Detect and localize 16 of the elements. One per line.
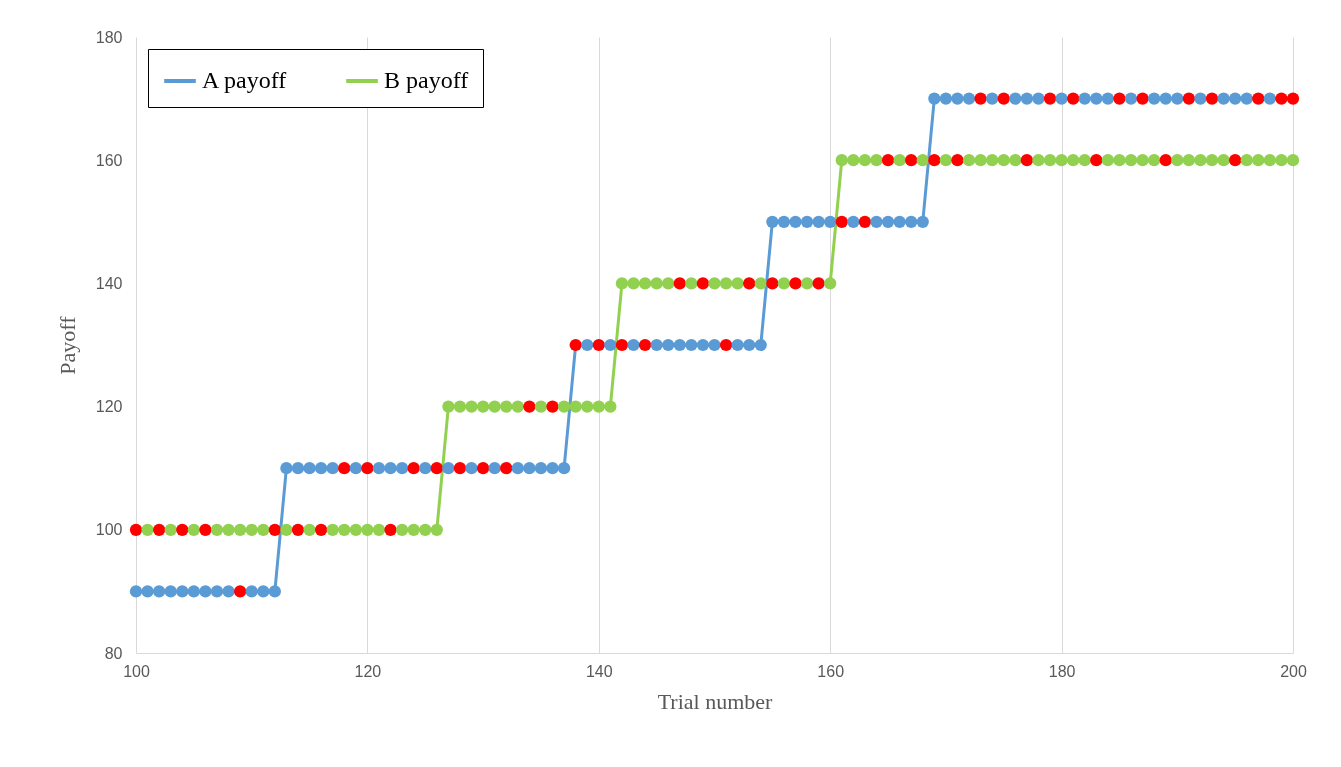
y-axis-title: Payoff <box>54 315 80 375</box>
x-tick-label: 180 <box>1048 662 1076 680</box>
y-tick-label: 160 <box>95 151 123 169</box>
y-tick-label: 80 <box>104 644 123 662</box>
x-tick-label: 140 <box>585 662 613 680</box>
y-tick-label: 120 <box>95 398 123 416</box>
y-tick-label: 100 <box>95 521 123 539</box>
x-tick-label: 100 <box>123 662 150 680</box>
x-axis-title: Trial number <box>657 688 774 714</box>
y-tick-label: 180 <box>95 28 123 46</box>
y-tick-label: 140 <box>95 274 123 292</box>
legend-label: A payoff <box>202 67 287 93</box>
x-tick-label: 160 <box>817 662 845 680</box>
x-tick-label: 200 <box>1280 662 1307 680</box>
x-tick-label: 120 <box>354 662 382 680</box>
legend-label: B payoff <box>384 67 469 93</box>
